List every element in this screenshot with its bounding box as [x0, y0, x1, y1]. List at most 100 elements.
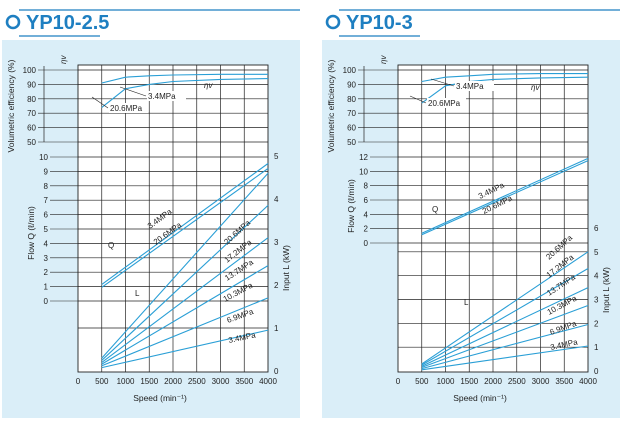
flow-tick-label: 6: [44, 211, 49, 220]
eff-annotation: 20.6MPa: [110, 104, 143, 113]
power-tick-label: 3: [594, 296, 599, 305]
eta-annotation: ηv: [204, 81, 213, 90]
eff-series-1: [421, 76, 589, 104]
flow-tick-label: 7: [44, 196, 49, 205]
power-tick-label: 5: [594, 248, 599, 257]
power-tick-label: 3: [274, 238, 279, 247]
power-tick-label: 4: [274, 195, 279, 204]
power-tick-label: 1: [274, 324, 279, 333]
power-tick-label: 2: [274, 281, 279, 290]
power-tick-label: 2: [594, 319, 599, 328]
x-tick-label: 1500: [140, 377, 158, 386]
power-series-4: [421, 323, 589, 370]
x-axis-title: Speed (min⁻¹): [133, 393, 187, 403]
flow-series-0: [421, 157, 589, 234]
flow-tick-label: 6: [364, 196, 369, 205]
power-series-5: [421, 345, 589, 371]
x-tick-label: 500: [415, 377, 429, 386]
power-series-0: [421, 251, 589, 365]
eff-tick-label: 50: [347, 138, 356, 147]
eff-series-0: [421, 73, 588, 83]
power-tick-label: 0: [274, 367, 279, 376]
eff-tick-label: 100: [23, 66, 37, 75]
flow-axis-title: Flow Q (ℓ/min): [346, 179, 356, 233]
eff-annotation: 3.4MPa: [456, 82, 484, 91]
eff-tick-label: 90: [347, 80, 356, 89]
x-tick-label: 0: [76, 377, 81, 386]
power-series-3: [101, 265, 269, 365]
flow-tick-label: 5: [44, 225, 49, 234]
eff-label-bg: [147, 91, 186, 101]
power-tick-label: 4: [594, 272, 599, 281]
flow-tick-label: 4: [364, 210, 369, 219]
power-tick-label: 5: [274, 152, 279, 161]
power-series-1: [101, 204, 269, 361]
q-label: Q: [108, 241, 114, 250]
x-tick-label: 2500: [508, 377, 526, 386]
flow-series-1: [421, 160, 589, 236]
l-label: L: [135, 289, 140, 298]
eff-label-bg: [109, 103, 148, 113]
x-tick-label: 4000: [259, 377, 277, 386]
ring-icon: [5, 14, 21, 30]
x-tick-label: 3500: [235, 377, 253, 386]
flow-tick-label: 3: [44, 254, 49, 263]
flow-axis-title: Flow Q (ℓ/min): [26, 206, 36, 260]
power-axis-title: Input L (kW): [281, 245, 291, 291]
x-tick-label: 3500: [555, 377, 573, 386]
eff-annotation: 20.6MPa: [428, 99, 461, 108]
chart-title: YP10-2.5: [26, 12, 109, 34]
x-tick-label: 3000: [212, 377, 230, 386]
x-tick-label: 4000: [579, 377, 597, 386]
chart-title: YP10-3: [346, 12, 413, 34]
flow-tick-label: 2: [364, 225, 369, 234]
power-tick-label: 6: [594, 224, 599, 233]
eff-tick-label: 50: [27, 138, 36, 147]
power-series-4: [101, 297, 269, 367]
power-series-2: [101, 237, 269, 363]
flow-tick-label: 10: [39, 153, 48, 162]
power-tick-label: 1: [594, 343, 599, 352]
x-tick-label: 2000: [484, 377, 502, 386]
x-tick-label: 1500: [460, 377, 478, 386]
flow-tick-label: 0: [44, 297, 49, 306]
power-series-0: [101, 172, 269, 359]
x-tick-label: 2000: [164, 377, 182, 386]
eff-tick-label: 60: [27, 124, 36, 133]
eff-tick-label: 100: [343, 66, 357, 75]
eff-label-bg: [455, 81, 494, 91]
chart-1: YP10-30 500 1000 1500 2000 2500 3000 3500 400050…: [322, 9, 620, 418]
eff-tick-label: 60: [347, 124, 356, 133]
x-axis-title: Speed (min⁻¹): [453, 393, 507, 403]
power-series-5: [101, 329, 269, 369]
chart-0: YP10-2.50 500 1000 1500 2000 2500 3000 3500 4000…: [2, 9, 300, 418]
flow-tick-label: 8: [44, 182, 49, 191]
x-tick-label: 1000: [437, 377, 455, 386]
flow-tick-label: 1: [44, 283, 49, 292]
x-tick-label: 500: [95, 377, 109, 386]
eff-tick-label: 80: [27, 95, 36, 104]
eff-leader: [430, 78, 455, 87]
eff-axis-title: Volumetric efficiency (%): [6, 59, 16, 152]
flow-tick-label: 9: [44, 167, 49, 176]
power-series-3: [421, 304, 589, 368]
eff-tick-label: 80: [347, 95, 356, 104]
x-tick-label: 0: [396, 377, 401, 386]
x-tick-label: 1000: [117, 377, 135, 386]
flow-tick-label: 8: [364, 182, 369, 191]
eff-symbol-label: ηv: [59, 55, 68, 64]
flow-tick-label: 12: [359, 153, 368, 162]
eff-leader: [91, 96, 109, 109]
eff-tick-label: 70: [347, 109, 356, 118]
x-tick-label: 2500: [188, 377, 206, 386]
eff-leader: [409, 95, 427, 104]
q-label: Q: [432, 205, 438, 214]
eff-tick-label: 90: [27, 80, 36, 89]
flow-series-1: [101, 168, 269, 288]
power-series-2: [421, 287, 589, 367]
eff-series-0: [101, 73, 268, 84]
flow-tick-label: 10: [359, 167, 368, 176]
eff-series-1: [101, 78, 269, 108]
